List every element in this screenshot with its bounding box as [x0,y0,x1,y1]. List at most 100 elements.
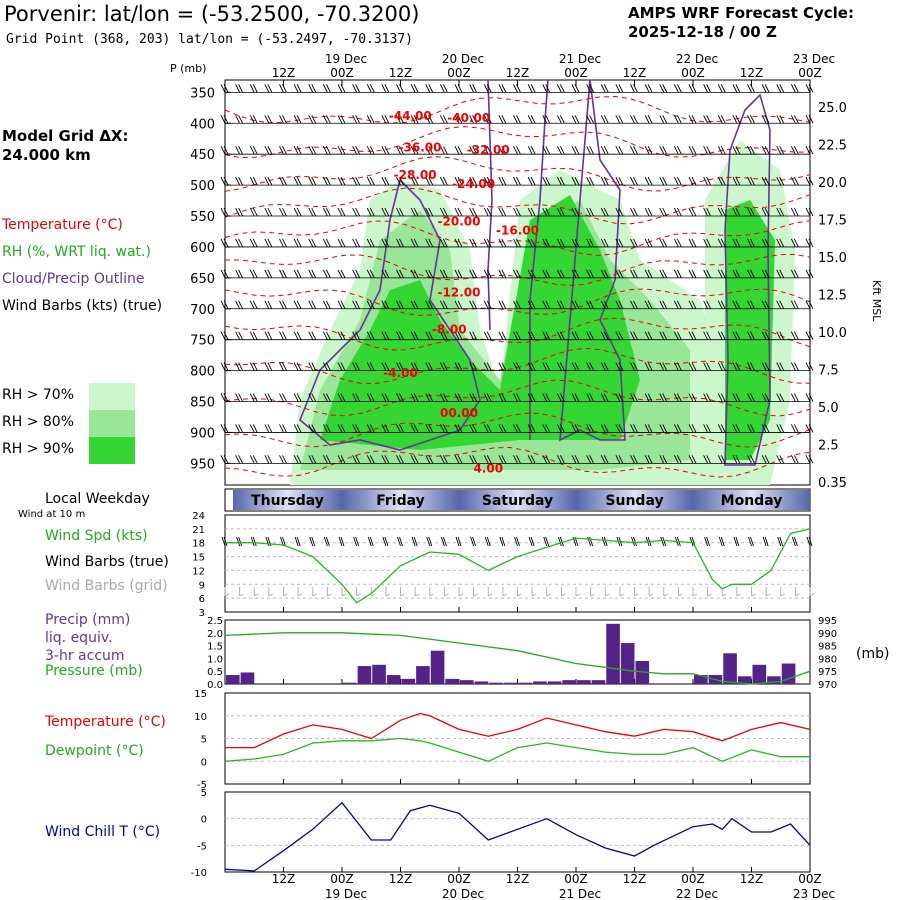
wind-barb [688,238,697,248]
wind-barb [469,176,478,186]
model-grid-label: Model Grid ΔX: 24.000 km [2,127,129,165]
wind-barb [761,238,770,248]
isotherm-line [224,288,811,316]
legend-windchill: Wind Chill T (°C) [45,824,161,840]
wind-barb [220,455,229,464]
wind-barb [469,84,478,93]
wind-barb [688,115,697,124]
bottom-date-label: 22 Dec [676,887,718,900]
wind-barb [322,115,331,124]
wind-barb [381,331,390,340]
wind-barb [586,145,595,155]
grid-wind-barb [560,587,566,597]
surface-wind-barb [806,536,813,547]
temperature-contour-label: -16.00 [496,224,539,238]
wind-barb [571,176,580,186]
wind-barb [615,84,624,93]
legend-temp2: Temperature (°C) [45,714,166,730]
wind-barb [615,455,624,464]
wind-barb [249,362,258,371]
precip-bar [489,682,503,684]
wind-barb [249,393,258,402]
wind-barb [673,145,682,155]
wind-barb [556,84,565,93]
precip-line-3: 3-hr accum [45,648,125,664]
wind-barb [498,331,507,340]
wind-barb [571,455,580,464]
wind-barb [381,207,390,217]
wind-barb [732,176,741,186]
pressure-tick-label: 450 [190,148,215,163]
wind-barb [688,362,697,371]
wind-barb [571,207,580,217]
surface-wind-barb [367,536,374,547]
surface-wind-barb [353,536,360,547]
wind-barb [644,176,653,186]
wind-barb [483,84,492,93]
grid-wind-barb [224,587,230,597]
wind-barb [308,455,317,464]
wind-barb [761,393,770,402]
surface-wind-barb [440,536,447,547]
wind-barb [688,455,697,464]
wind-speed-line [225,528,811,604]
wind-barb [322,331,331,340]
wind-barb [761,207,770,217]
wind-barb [556,424,565,433]
wind-barb [469,393,478,402]
wind-barb [352,269,361,279]
wind-barb [381,269,390,279]
grid-wind-barb [692,587,698,597]
surface-wind-barb [528,536,535,547]
wind-barb [513,331,521,340]
weekday-band-monday [693,490,810,510]
wind-barb [337,207,346,217]
wind-barb [571,362,580,371]
grid-wind-barb [590,587,595,597]
legend-swatch-rh90 [89,437,135,464]
wind-barb [571,269,580,279]
wind-barb [600,145,609,155]
wind-barb [556,176,565,186]
wind-barb [659,362,668,371]
wind-barb [673,84,682,93]
precip-bar [620,643,635,684]
wind-barb [396,269,404,279]
kft-tick-label: 15.0 [818,251,847,266]
temperature-contour-label: -36.00 [399,141,442,155]
wind-barb [293,455,302,464]
wind-barb [308,84,317,93]
windchill-ytick-label: -5 [197,841,207,852]
wind-barb [352,115,361,124]
legend-temperature: Temperature (°C) [2,217,123,233]
wind-barb [220,424,229,433]
wind-barb [790,331,799,340]
top-time-label: 00Z [447,66,471,80]
wind-barb [352,424,361,433]
wind-barb [790,455,799,464]
legend-swatch-rh80 [89,410,135,437]
wind-barb [600,176,609,186]
wind-barb [396,115,404,124]
isotherm-line [224,347,811,385]
wind-barb [381,176,390,186]
wind-barb [396,393,404,402]
wind-at-label: Wind at 10 m [18,509,86,520]
wind-barb [439,238,448,248]
wind-barb [542,300,551,309]
wind-barb [220,331,229,340]
wind-barb [293,176,302,186]
wind-barb [337,238,346,248]
wind-barb [527,269,536,279]
wind-barb [717,145,726,155]
wind-barb [381,145,390,155]
wind-barb [322,145,331,155]
wind-barb [805,424,814,433]
wind-barb [249,84,258,93]
wind-barb [790,207,799,217]
wind-barb [308,115,317,124]
wind-barb [469,207,478,217]
wind-barb [747,176,755,186]
temp-ytick-label: 10 [194,712,207,723]
wind-barb [498,300,507,309]
